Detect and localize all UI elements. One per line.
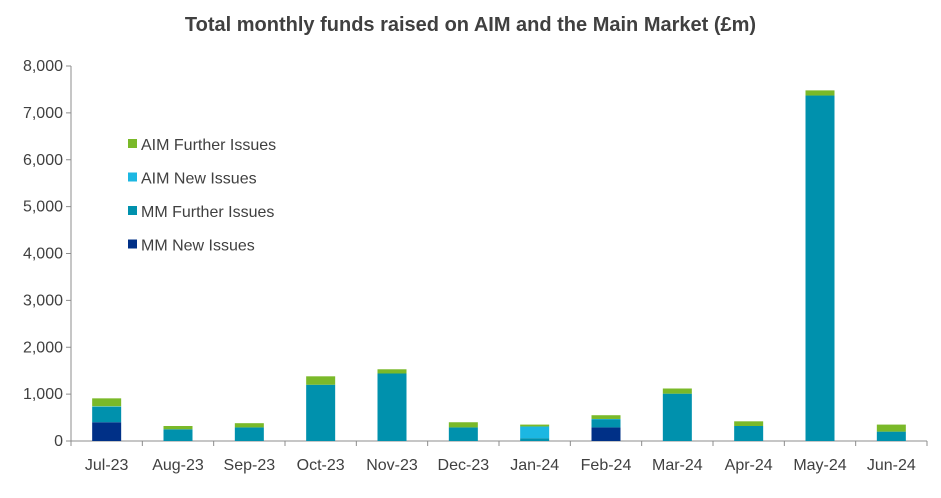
x-tick-label: Apr-24 <box>725 457 773 474</box>
y-tick-label: 4,000 <box>23 246 63 263</box>
y-tick-label: 2,000 <box>23 339 63 356</box>
legend-swatch <box>128 239 137 249</box>
bar-aim-further-issues <box>734 421 764 426</box>
bar-mm-further-issues <box>92 406 122 423</box>
x-tick-label: Mar-24 <box>652 457 703 474</box>
legend-label: AIM Further Issues <box>141 137 276 154</box>
y-tick-label: 8,000 <box>23 58 63 75</box>
x-tick-label: Jul-23 <box>85 457 129 474</box>
bar-mm-further-issues <box>163 429 193 441</box>
bar-mm-further-issues <box>734 426 764 441</box>
bar-mm-new-issues <box>92 422 122 441</box>
bar-aim-further-issues <box>306 376 336 385</box>
bar-mm-further-issues <box>805 95 835 441</box>
chart-title: Total monthly funds raised on AIM and th… <box>184 14 757 36</box>
bar-mm-new-issues <box>591 427 621 441</box>
bar-aim-further-issues <box>377 369 407 374</box>
x-tick-label: Dec-23 <box>438 457 490 474</box>
bar-mm-further-issues <box>234 427 264 441</box>
x-tick-label: Aug-23 <box>152 457 204 474</box>
bar-mm-further-issues <box>591 419 621 428</box>
legend-label: MM New Issues <box>141 238 255 255</box>
legend-swatch <box>128 139 137 148</box>
legend-label: AIM New Issues <box>141 171 257 188</box>
bar-mm-further-issues <box>876 431 906 441</box>
y-tick-label: 3,000 <box>23 292 63 309</box>
y-tick-label: 5,000 <box>23 199 63 216</box>
x-tick-label: May-24 <box>793 457 846 474</box>
y-tick-label: 1,000 <box>23 386 63 403</box>
bar-aim-further-issues <box>448 422 478 428</box>
legend-swatch <box>128 206 137 215</box>
legend-label: MM Further Issues <box>141 204 274 221</box>
bar-aim-further-issues <box>876 424 906 432</box>
x-tick-label: Jan-24 <box>510 457 559 474</box>
x-tick-label: Oct-23 <box>297 457 345 474</box>
y-tick-label: 0 <box>54 433 63 450</box>
bar-aim-new-issues <box>520 426 550 439</box>
bar-mm-further-issues <box>377 373 407 441</box>
x-tick-label: Nov-23 <box>366 457 418 474</box>
bar-mm-further-issues <box>448 427 478 441</box>
bar-mm-further-issues <box>662 393 692 441</box>
bar-aim-further-issues <box>805 90 835 96</box>
bar-aim-further-issues <box>520 424 550 427</box>
legend-swatch <box>128 172 137 182</box>
bar-aim-further-issues <box>234 423 264 428</box>
x-tick-label: Jun-24 <box>867 457 916 474</box>
x-tick-label: Sep-23 <box>224 457 276 474</box>
bar-aim-further-issues <box>662 388 692 394</box>
x-tick-label: Feb-24 <box>581 457 632 474</box>
bar-aim-further-issues <box>92 398 122 407</box>
bar-mm-further-issues <box>306 384 336 441</box>
y-tick-label: 7,000 <box>23 105 63 122</box>
y-tick-label: 6,000 <box>23 152 63 169</box>
bar-aim-further-issues <box>591 415 621 419</box>
bar-mm-further-issues <box>520 438 550 441</box>
bar-aim-further-issues <box>163 426 193 430</box>
